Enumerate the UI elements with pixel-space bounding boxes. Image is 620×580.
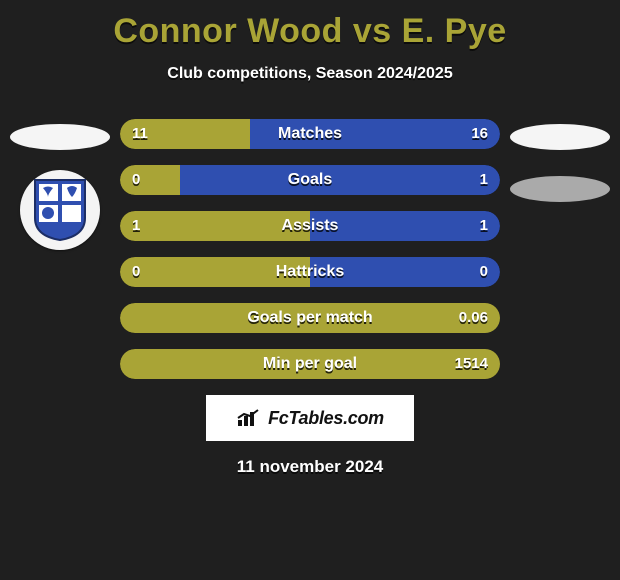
- bar-track: [120, 165, 500, 195]
- bar-right: [250, 119, 500, 149]
- shield-icon: [31, 178, 89, 242]
- infographic-container: Connor Wood vs E. Pye Club competitions,…: [0, 0, 620, 580]
- stat-row: Min per goal1514: [120, 349, 500, 379]
- bar-left: [120, 349, 500, 379]
- bar-right: [180, 165, 500, 195]
- bar-right: [310, 211, 500, 241]
- comparison-subtitle: Club competitions, Season 2024/2025: [0, 65, 620, 83]
- stat-row: Assists11: [120, 211, 500, 241]
- source-badge: FcTables.com: [206, 395, 414, 441]
- team-crest: [20, 170, 100, 250]
- bar-left: [120, 165, 180, 195]
- source-badge-text: FcTables.com: [268, 408, 384, 429]
- stat-row: Hattricks00: [120, 257, 500, 287]
- chart-icon: [236, 408, 262, 428]
- bar-track: [120, 257, 500, 287]
- stat-row: Goals01: [120, 165, 500, 195]
- bar-right: [310, 257, 500, 287]
- bar-left: [120, 303, 500, 333]
- snapshot-date: 11 november 2024: [0, 457, 620, 477]
- bar-track: [120, 119, 500, 149]
- player-right-secondary-avatar: [510, 176, 610, 202]
- bar-left: [120, 211, 310, 241]
- bar-track: [120, 303, 500, 333]
- bar-track: [120, 349, 500, 379]
- bar-left: [120, 119, 250, 149]
- comparison-title: Connor Wood vs E. Pye: [0, 12, 620, 51]
- player-left-avatar: [10, 124, 110, 150]
- player-right-avatar: [510, 124, 610, 150]
- stat-row: Matches1116: [120, 119, 500, 149]
- stat-row: Goals per match0.06: [120, 303, 500, 333]
- bar-left: [120, 257, 310, 287]
- stats-chart: Matches1116 Goals01 Assists11 Hattricks00 Go…: [120, 119, 500, 379]
- bar-track: [120, 211, 500, 241]
